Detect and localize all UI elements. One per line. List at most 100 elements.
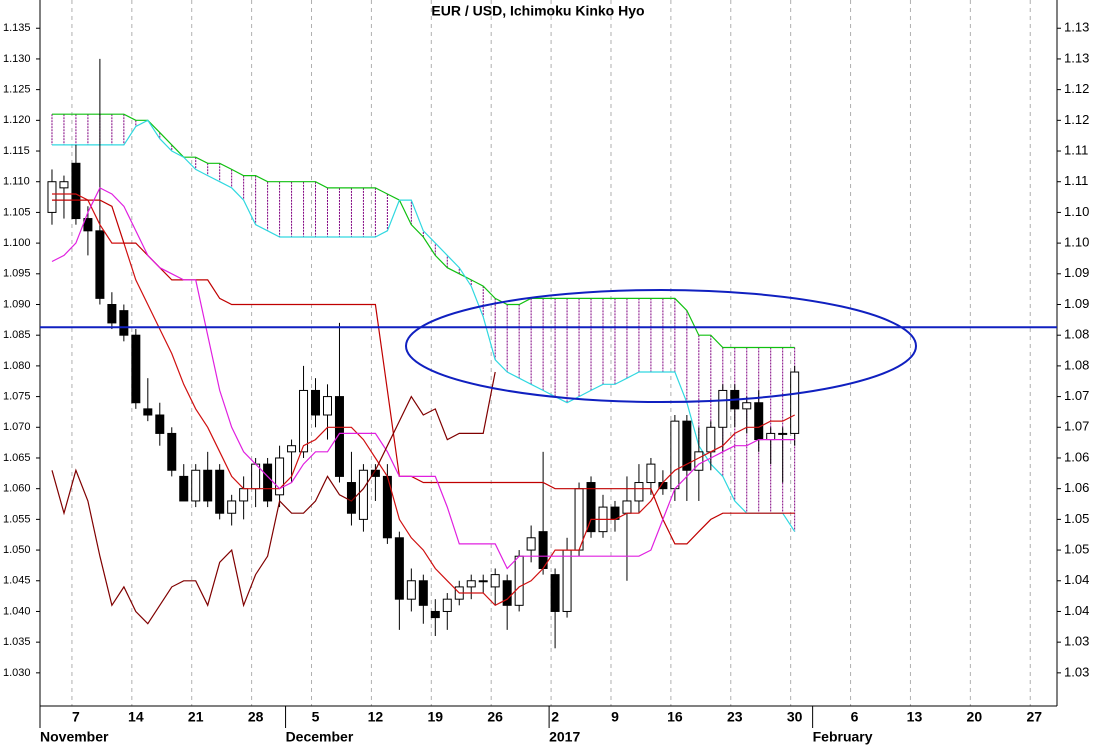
x-tick-label: 20 — [967, 709, 983, 725]
y-tick-label: 1.060 — [3, 483, 31, 495]
y-tick-label: 1.045 — [3, 575, 31, 587]
month-label: 2017 — [549, 729, 580, 745]
candle-body — [215, 469, 225, 514]
y2-tick-label: 1.13 — [1064, 50, 1089, 65]
y2-tick-label: 1.08 — [1064, 357, 1089, 372]
x-tick-label: 19 — [428, 709, 444, 725]
y2-tick-label: 1.05 — [1064, 511, 1089, 526]
y2-tick-label: 1.11 — [1064, 173, 1088, 188]
y-tick-label: 1.090 — [3, 298, 31, 310]
candle-body — [263, 463, 273, 502]
x-tick-label: 13 — [907, 709, 923, 725]
candle-body — [131, 334, 141, 404]
y2-tick-label: 1.09 — [1064, 296, 1089, 311]
cloud-line — [52, 113, 795, 349]
candle-body — [562, 549, 572, 612]
y-tick-label: 1.035 — [3, 636, 31, 648]
indicator-line — [52, 193, 795, 607]
y2-tick-label: 1.12 — [1064, 112, 1089, 127]
candle-body — [442, 598, 452, 612]
y2-tick-label: 1.11 — [1064, 142, 1088, 157]
candle-body — [718, 389, 728, 428]
month-label: December — [286, 729, 354, 745]
candle-body — [83, 218, 93, 232]
indicator-line — [51, 187, 795, 570]
y-tick-label: 1.095 — [3, 268, 31, 280]
candle-body — [47, 181, 57, 213]
indicator-line — [52, 199, 795, 545]
y-tick-label: 1.120 — [3, 114, 31, 126]
x-tick-label: 2 — [551, 709, 559, 725]
candle-body — [694, 451, 704, 471]
candle-body — [754, 402, 764, 441]
y-tick-label: 1.125 — [3, 84, 31, 96]
candle-body — [155, 414, 165, 434]
x-tick-label: 14 — [128, 709, 144, 725]
y-tick-label: 1.110 — [3, 176, 30, 188]
candle-body — [179, 475, 189, 502]
candle-body — [622, 500, 632, 514]
candle-body — [119, 310, 129, 336]
candle-body — [322, 396, 332, 416]
x-tick-label: 9 — [611, 709, 619, 725]
x-tick-label: 5 — [312, 709, 320, 725]
x-tick-label: 23 — [727, 709, 743, 725]
month-label: February — [813, 729, 873, 745]
candle-body — [239, 488, 249, 502]
candle-body — [574, 488, 584, 551]
y2-tick-label: 1.06 — [1064, 449, 1089, 464]
candle-body — [95, 230, 105, 299]
y-tick-label: 1.050 — [3, 544, 31, 556]
candle-body — [634, 482, 644, 502]
candle-body — [490, 574, 500, 588]
y2-tick-label: 1.04 — [1064, 572, 1089, 587]
y-tick-label: 1.100 — [3, 237, 31, 249]
candle-body — [143, 408, 153, 416]
candle-body — [311, 389, 321, 416]
candle-body — [59, 181, 69, 189]
x-tick-label: 28 — [248, 709, 264, 725]
candle-body — [430, 610, 440, 619]
grid — [71, 0, 1031, 706]
y2-tick-label: 1.04 — [1064, 603, 1089, 618]
candle-body — [191, 469, 201, 502]
x-tick-label: 16 — [667, 709, 683, 725]
candle-body — [478, 580, 488, 583]
y-tick-label: 1.115 — [3, 145, 30, 157]
y2-tick-label: 1.09 — [1064, 265, 1089, 280]
indicator-line — [51, 371, 496, 625]
candle-body — [766, 432, 776, 441]
y-tick-label: 1.075 — [3, 390, 31, 402]
candle-body — [358, 469, 368, 520]
y-tick-label: 1.070 — [3, 421, 31, 433]
y-tick-label: 1.080 — [3, 360, 31, 372]
y2-tick-label: 1.05 — [1064, 542, 1089, 557]
candle-body — [502, 580, 512, 606]
candle-body — [275, 457, 285, 496]
y2-tick-label: 1.03 — [1064, 664, 1089, 679]
y-tick-label: 1.030 — [3, 667, 31, 679]
x-tick-label: 27 — [1026, 709, 1042, 725]
y-tick-label: 1.055 — [3, 513, 31, 525]
candle-body — [71, 162, 81, 220]
y2-tick-label: 1.06 — [1064, 480, 1089, 495]
annotation-ellipse — [405, 289, 917, 403]
candle-body — [167, 432, 177, 471]
y-tick-label: 1.040 — [3, 605, 31, 617]
candle-body — [778, 432, 788, 435]
candle-body — [418, 580, 428, 606]
y-tick-label: 1.065 — [3, 452, 31, 464]
y-tick-label: 1.130 — [3, 53, 31, 65]
candle-body — [406, 580, 416, 600]
y-tick-label: 1.085 — [3, 329, 31, 341]
candle-body — [466, 580, 476, 588]
candle-body — [538, 531, 548, 569]
y2-tick-label: 1.13 — [1064, 20, 1089, 35]
candle-body — [514, 555, 524, 606]
plot-area — [47, 58, 800, 649]
candle-body — [299, 389, 309, 453]
candle-body — [346, 482, 356, 514]
x-tick-label: 21 — [188, 709, 204, 725]
